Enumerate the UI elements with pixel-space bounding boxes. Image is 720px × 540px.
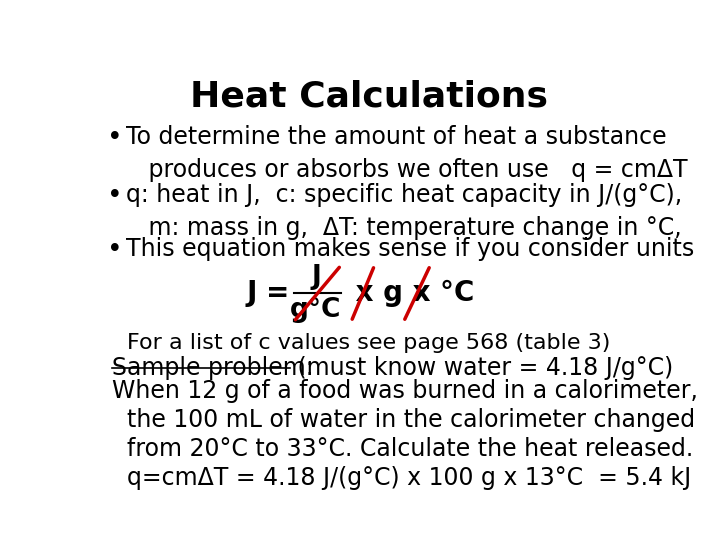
Text: the 100 mL of water in the calorimeter changed: the 100 mL of water in the calorimeter c…	[112, 408, 696, 432]
Text: J =: J =	[246, 280, 300, 307]
Text: To determine the amount of heat a substance
   produces or absorbs we often use : To determine the amount of heat a substa…	[126, 125, 688, 181]
Text: When 12 g of a food was burned in a calorimeter,: When 12 g of a food was burned in a calo…	[112, 379, 698, 403]
Text: For a list of c values see page 568 (table 3): For a list of c values see page 568 (tab…	[127, 333, 611, 353]
Text: Sample problem:: Sample problem:	[112, 356, 314, 380]
Text: g°C: g°C	[290, 297, 342, 323]
Text: •: •	[107, 238, 122, 264]
Text: J: J	[311, 264, 321, 290]
Text: •: •	[107, 125, 122, 151]
Text: q: heat in J,  c: specific heat capacity in J/(g°C),
   m: mass in g,  ΔT: tempe: q: heat in J, c: specific heat capacity …	[126, 183, 683, 240]
Text: from 20°C to 33°C. Calculate the heat released.: from 20°C to 33°C. Calculate the heat re…	[112, 437, 693, 461]
Text: x g x °C: x g x °C	[346, 280, 474, 307]
Text: •: •	[107, 183, 122, 210]
Text: (must know water = 4.18 J/g°C): (must know water = 4.18 J/g°C)	[289, 356, 673, 380]
Text: q=cmΔT = 4.18 J/(g°C) x 100 g x 13°C  = 5.4 kJ: q=cmΔT = 4.18 J/(g°C) x 100 g x 13°C = 5…	[112, 466, 692, 490]
Text: This equation makes sense if you consider units: This equation makes sense if you conside…	[126, 238, 695, 261]
Text: Heat Calculations: Heat Calculations	[190, 79, 548, 113]
